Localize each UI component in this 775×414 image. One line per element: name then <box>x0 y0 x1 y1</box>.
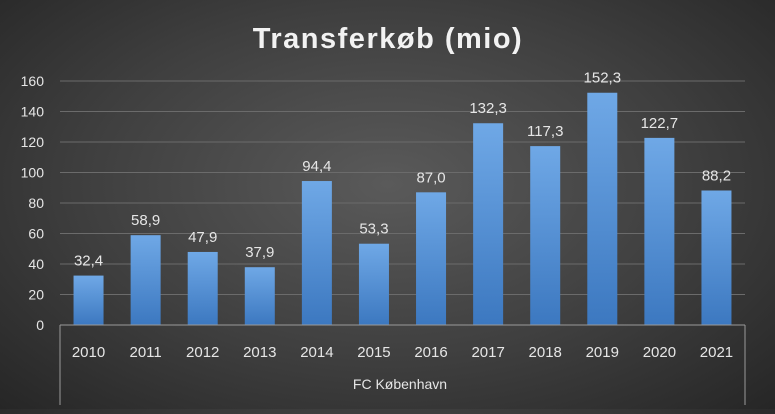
bar <box>473 123 504 326</box>
x-tick-label: 2013 <box>243 344 276 361</box>
x-tick-label: 2020 <box>643 344 676 361</box>
x-tick-label: 2016 <box>414 344 447 361</box>
y-axis-tick-labels: 0 20 40 60 80 100 120 140 160 <box>21 73 45 333</box>
x-tick-label: 2018 <box>529 344 562 361</box>
bar <box>587 92 618 326</box>
data-label: 47,9 <box>188 229 217 246</box>
data-label: 152,3 <box>584 70 622 87</box>
bar <box>701 190 732 325</box>
x-axis-group-label: FC København <box>353 376 447 392</box>
data-label: 88,2 <box>702 167 731 184</box>
x-axis <box>59 324 746 405</box>
bars <box>73 92 732 326</box>
gridlines <box>60 80 745 295</box>
y-tick-label: 60 <box>28 226 44 242</box>
data-label: 58,9 <box>131 212 160 229</box>
y-tick-label: 80 <box>28 195 44 211</box>
data-label: 132,3 <box>469 100 507 117</box>
data-label: 94,4 <box>302 158 331 175</box>
data-label: 37,9 <box>245 244 274 261</box>
bar <box>416 192 447 325</box>
chart-title: Transferkøb (mio) <box>253 23 523 55</box>
data-label: 122,7 <box>641 115 679 132</box>
x-axis-tick-labels: 2010 2011 2012 2013 2014 2015 2016 2017 2018 2019… <box>72 344 733 361</box>
y-tick-label: 0 <box>36 317 44 333</box>
x-tick-label: 2021 <box>700 344 733 361</box>
data-label: 87,0 <box>416 169 445 186</box>
bar <box>130 235 161 325</box>
data-labels: 32,4 58,9 47,9 37,9 94,4 53,3 87,0 132,3 117,3 15… <box>74 70 731 270</box>
data-label: 117,3 <box>527 123 563 140</box>
x-tick-label: 2010 <box>72 344 105 361</box>
y-tick-label: 160 <box>21 73 45 89</box>
x-tick-label: 2011 <box>129 344 161 361</box>
y-tick-label: 120 <box>21 134 45 150</box>
x-tick-label: 2017 <box>471 344 504 361</box>
x-tick-label: 2014 <box>300 344 333 361</box>
bar <box>73 275 104 325</box>
data-label: 32,4 <box>74 253 103 270</box>
bar <box>301 181 332 325</box>
x-tick-label: 2019 <box>586 344 619 361</box>
y-tick-label: 100 <box>21 165 45 181</box>
bar <box>244 267 275 325</box>
y-tick-label: 140 <box>21 104 45 120</box>
x-tick-label: 2015 <box>357 344 390 361</box>
bar <box>358 243 389 325</box>
y-tick-label: 20 <box>28 287 44 303</box>
bar <box>187 251 218 325</box>
bar <box>644 137 675 325</box>
data-label: 53,3 <box>359 221 388 238</box>
x-tick-label: 2012 <box>186 344 219 361</box>
y-tick-label: 40 <box>28 256 44 272</box>
bar <box>530 146 561 325</box>
